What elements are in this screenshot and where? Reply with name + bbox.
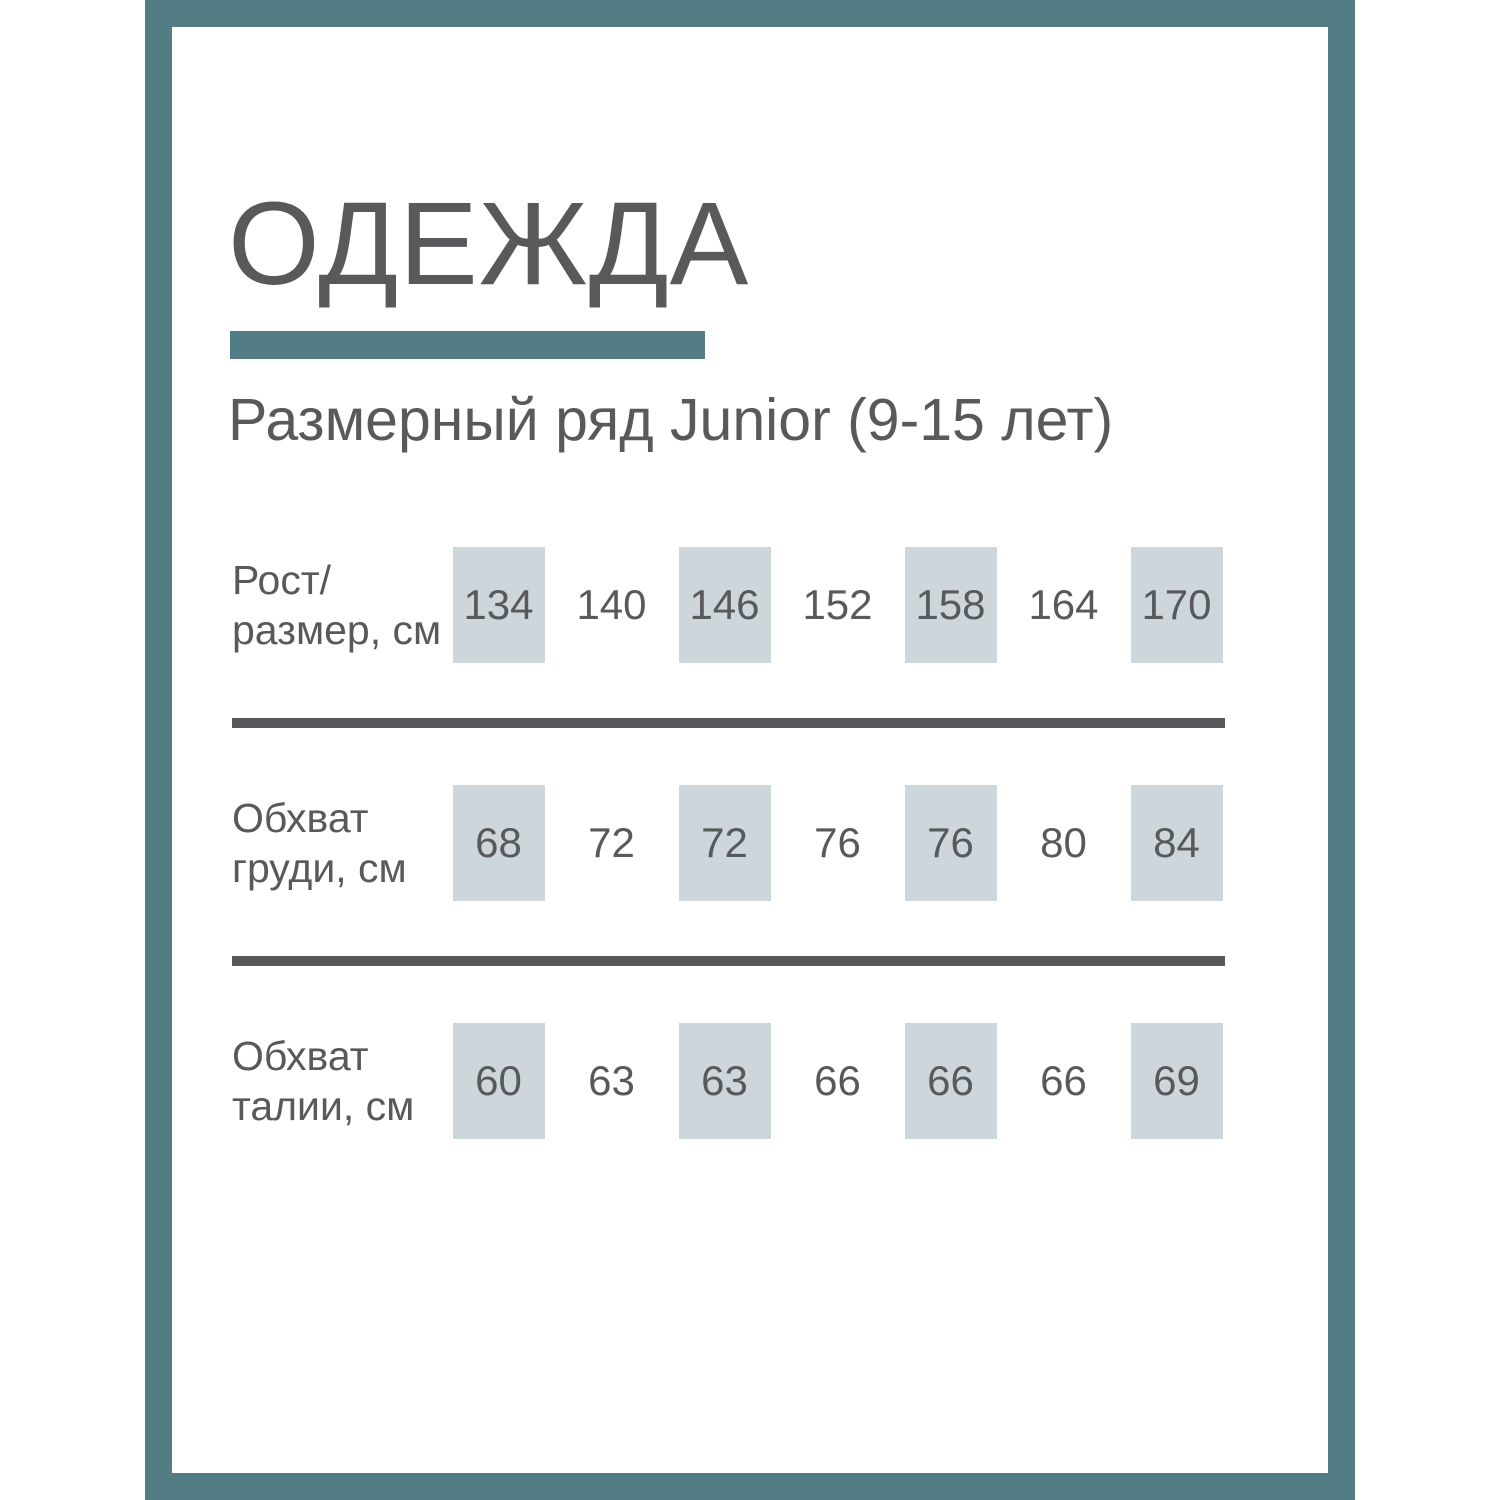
value-cell: 164 xyxy=(1007,547,1120,663)
highlighted-value: 158 xyxy=(904,547,997,663)
value: 140 xyxy=(576,581,647,628)
highlighted-value: 72 xyxy=(678,785,771,901)
highlighted-value: 66 xyxy=(904,1023,997,1139)
value-cell: 68 xyxy=(442,785,555,901)
table-row: Обхват талии, см 60 63 63 66 66 66 69 xyxy=(232,1023,1233,1139)
value-cell: 66 xyxy=(1007,1023,1120,1139)
row-label: Рост/размер, см xyxy=(232,555,442,655)
row-label-line2: талии, см xyxy=(232,1083,415,1129)
value-cell: 170 xyxy=(1120,547,1233,663)
value-cell: 72 xyxy=(555,785,668,901)
row-divider xyxy=(232,718,1225,728)
row-label-line1: Обхват xyxy=(232,795,369,841)
accent-bar xyxy=(230,331,705,359)
row-label: Обхват талии, см xyxy=(232,1031,442,1131)
highlighted-value: 63 xyxy=(678,1023,771,1139)
highlighted-value: 60 xyxy=(452,1023,545,1139)
value-cell: 84 xyxy=(1120,785,1233,901)
value-cell: 66 xyxy=(894,1023,1007,1139)
value-cell: 60 xyxy=(442,1023,555,1139)
value: 66 xyxy=(1040,1057,1087,1104)
row-label-line1: Обхват xyxy=(232,1033,369,1079)
value-cell: 134 xyxy=(442,547,555,663)
value-cell: 66 xyxy=(781,1023,894,1139)
value-cell: 152 xyxy=(781,547,894,663)
value: 72 xyxy=(588,819,635,866)
page-subtitle: Размерный ряд Junior (9-15 лет) xyxy=(228,387,1114,453)
highlighted-value: 76 xyxy=(904,785,997,901)
row-label-line1: Рост/ xyxy=(232,557,332,603)
value: 80 xyxy=(1040,819,1087,866)
value: 66 xyxy=(814,1057,861,1104)
table-row: Рост/размер, см 134 140 146 152 158 164 170 xyxy=(232,547,1233,663)
highlighted-value: 146 xyxy=(678,547,771,663)
value-cell: 158 xyxy=(894,547,1007,663)
row-label: Обхват груди, см xyxy=(232,793,442,893)
row-label-line2: размер, см xyxy=(232,607,442,653)
highlighted-value: 84 xyxy=(1130,785,1223,901)
frame-border xyxy=(145,0,1355,1500)
row-divider xyxy=(232,956,1225,966)
value: 164 xyxy=(1028,581,1099,628)
value-cell: 63 xyxy=(668,1023,781,1139)
value-cell: 63 xyxy=(555,1023,668,1139)
value: 76 xyxy=(814,819,861,866)
page-title: ОДЕЖДА xyxy=(228,178,750,310)
highlighted-value: 134 xyxy=(452,547,545,663)
table-row: Обхват груди, см 68 72 72 76 76 80 84 xyxy=(232,785,1233,901)
value: 152 xyxy=(802,581,873,628)
size-table: Рост/размер, см 134 140 146 152 158 164 170 Обхв… xyxy=(232,547,1233,1139)
value-cell: 72 xyxy=(668,785,781,901)
row-label-line2: груди, см xyxy=(232,845,407,891)
value-cell: 146 xyxy=(668,547,781,663)
value-cell: 76 xyxy=(894,785,1007,901)
value-cell: 80 xyxy=(1007,785,1120,901)
value-cell: 76 xyxy=(781,785,894,901)
highlighted-value: 69 xyxy=(1130,1023,1223,1139)
value-cell: 69 xyxy=(1120,1023,1233,1139)
value: 63 xyxy=(588,1057,635,1104)
highlighted-value: 170 xyxy=(1130,547,1223,663)
highlighted-value: 68 xyxy=(452,785,545,901)
value-cell: 140 xyxy=(555,547,668,663)
